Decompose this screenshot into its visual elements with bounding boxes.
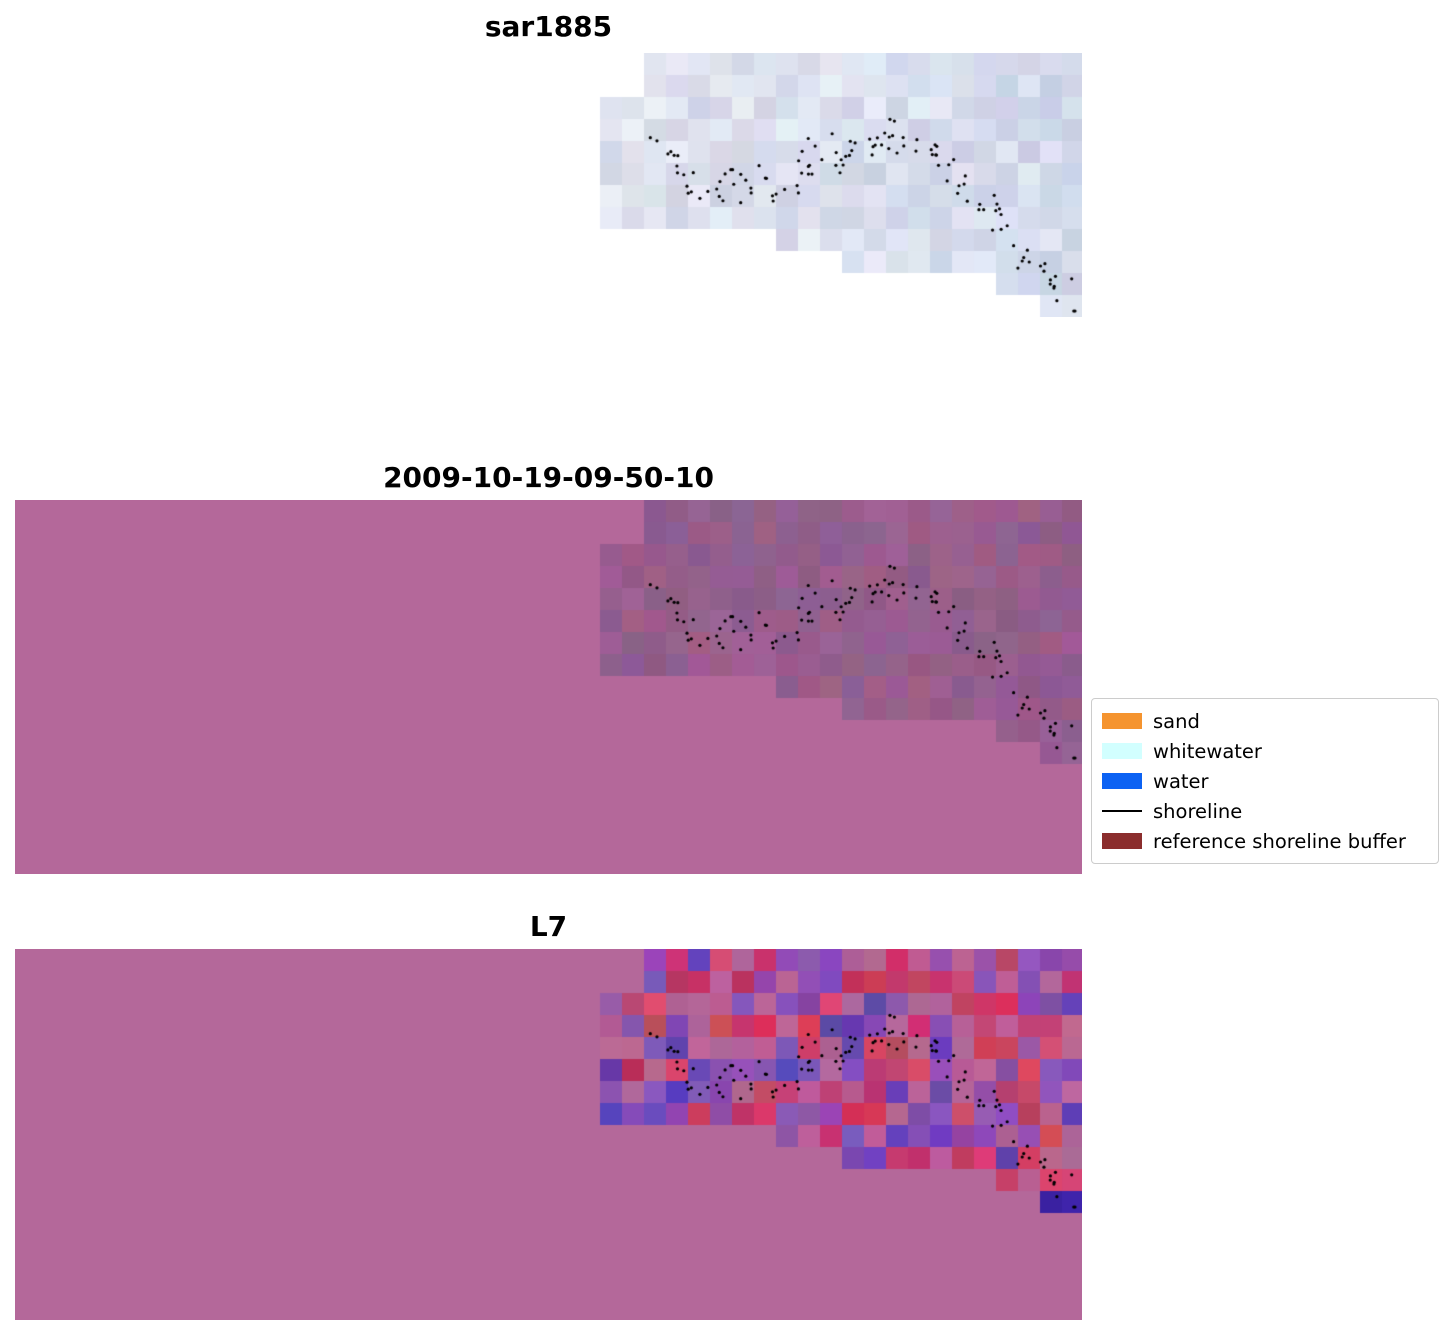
- reference-shoreline-buffer-swatch: [1102, 833, 1142, 849]
- sand-swatch: [1102, 713, 1142, 729]
- panel-title-date: 2009-10-19-09-50-10: [383, 461, 714, 494]
- legend-label-shoreline: shoreline: [1153, 799, 1243, 823]
- legend-label-whitewater: whitewater: [1153, 739, 1262, 763]
- whitewater-swatch: [1102, 743, 1142, 759]
- l7-classified-image-panel: [15, 949, 1082, 1320]
- legend-item-water: water: [1102, 766, 1428, 796]
- legend-label-sand: sand: [1153, 709, 1200, 733]
- sar-image-panel: [15, 53, 1082, 317]
- legend-item-sand: sand: [1102, 706, 1428, 736]
- water-swatch: [1102, 773, 1142, 789]
- legend: sand whitewater water shoreline referenc…: [1091, 698, 1439, 864]
- legend-item-reference-shoreline-buffer: reference shoreline buffer: [1102, 826, 1428, 856]
- panel-title-sar1885: sar1885: [484, 10, 613, 43]
- legend-label-water: water: [1153, 769, 1209, 793]
- shoreline-line: [1102, 810, 1142, 812]
- legend-item-whitewater: whitewater: [1102, 736, 1428, 766]
- panel-title-l7: L7: [529, 910, 568, 943]
- reference-buffer-image-panel: [15, 500, 1082, 874]
- legend-label-reference-shoreline-buffer: reference shoreline buffer: [1153, 829, 1406, 853]
- legend-item-shoreline: shoreline: [1102, 796, 1428, 826]
